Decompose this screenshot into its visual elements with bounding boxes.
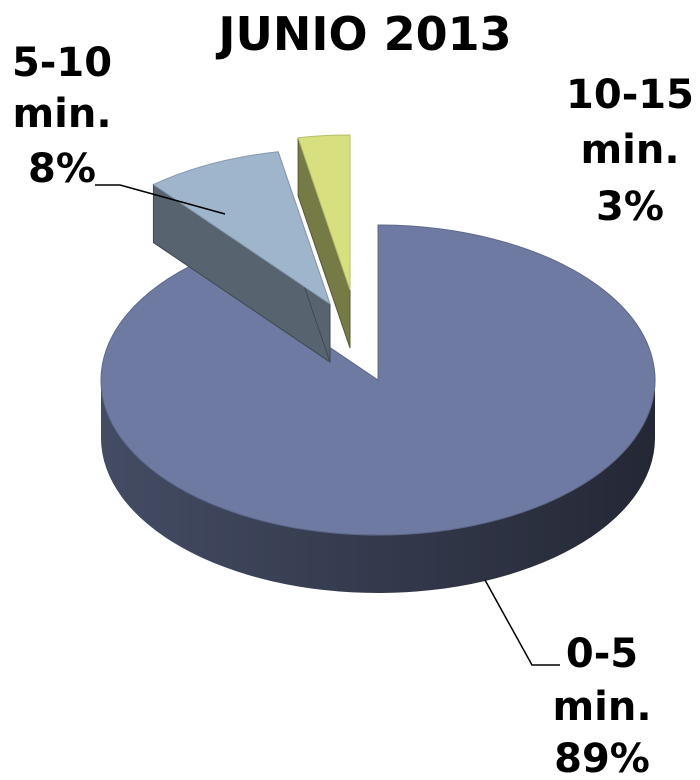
label-5-10-unit: min. <box>12 91 111 137</box>
leader-line-0-5 <box>484 579 560 666</box>
pie-slice-top <box>100 224 656 536</box>
chart-title: JUNIO 2013 <box>215 7 511 61</box>
pie-slice-top <box>152 151 331 306</box>
pie-slice-top <box>297 134 351 291</box>
pie-slices <box>100 134 656 593</box>
pie-slice-3 <box>297 134 351 349</box>
pie-slice-1 <box>100 224 656 593</box>
label-10-15: 10-15 min. 3% <box>566 72 694 230</box>
label-10-15-percent: 3% <box>596 184 664 230</box>
label-0-5-percent: 89% <box>554 736 650 780</box>
label-10-15-range: 10-15 <box>566 72 694 118</box>
label-0-5-unit: min. <box>552 684 651 730</box>
label-0-5-range: 0-5 <box>566 631 638 677</box>
pie-slice-2 <box>152 151 331 363</box>
pie-slice-side <box>101 380 655 593</box>
label-5-10-percent: 8% <box>28 146 96 192</box>
label-5-10: 5-10 min. 8% <box>12 40 112 192</box>
label-10-15-unit: min. <box>580 127 679 173</box>
leader-lines <box>95 184 560 666</box>
label-0-5: 0-5 min. 89% <box>552 631 651 780</box>
label-5-10-range: 5-10 <box>12 40 112 86</box>
leader-line-5-10 <box>95 184 226 215</box>
